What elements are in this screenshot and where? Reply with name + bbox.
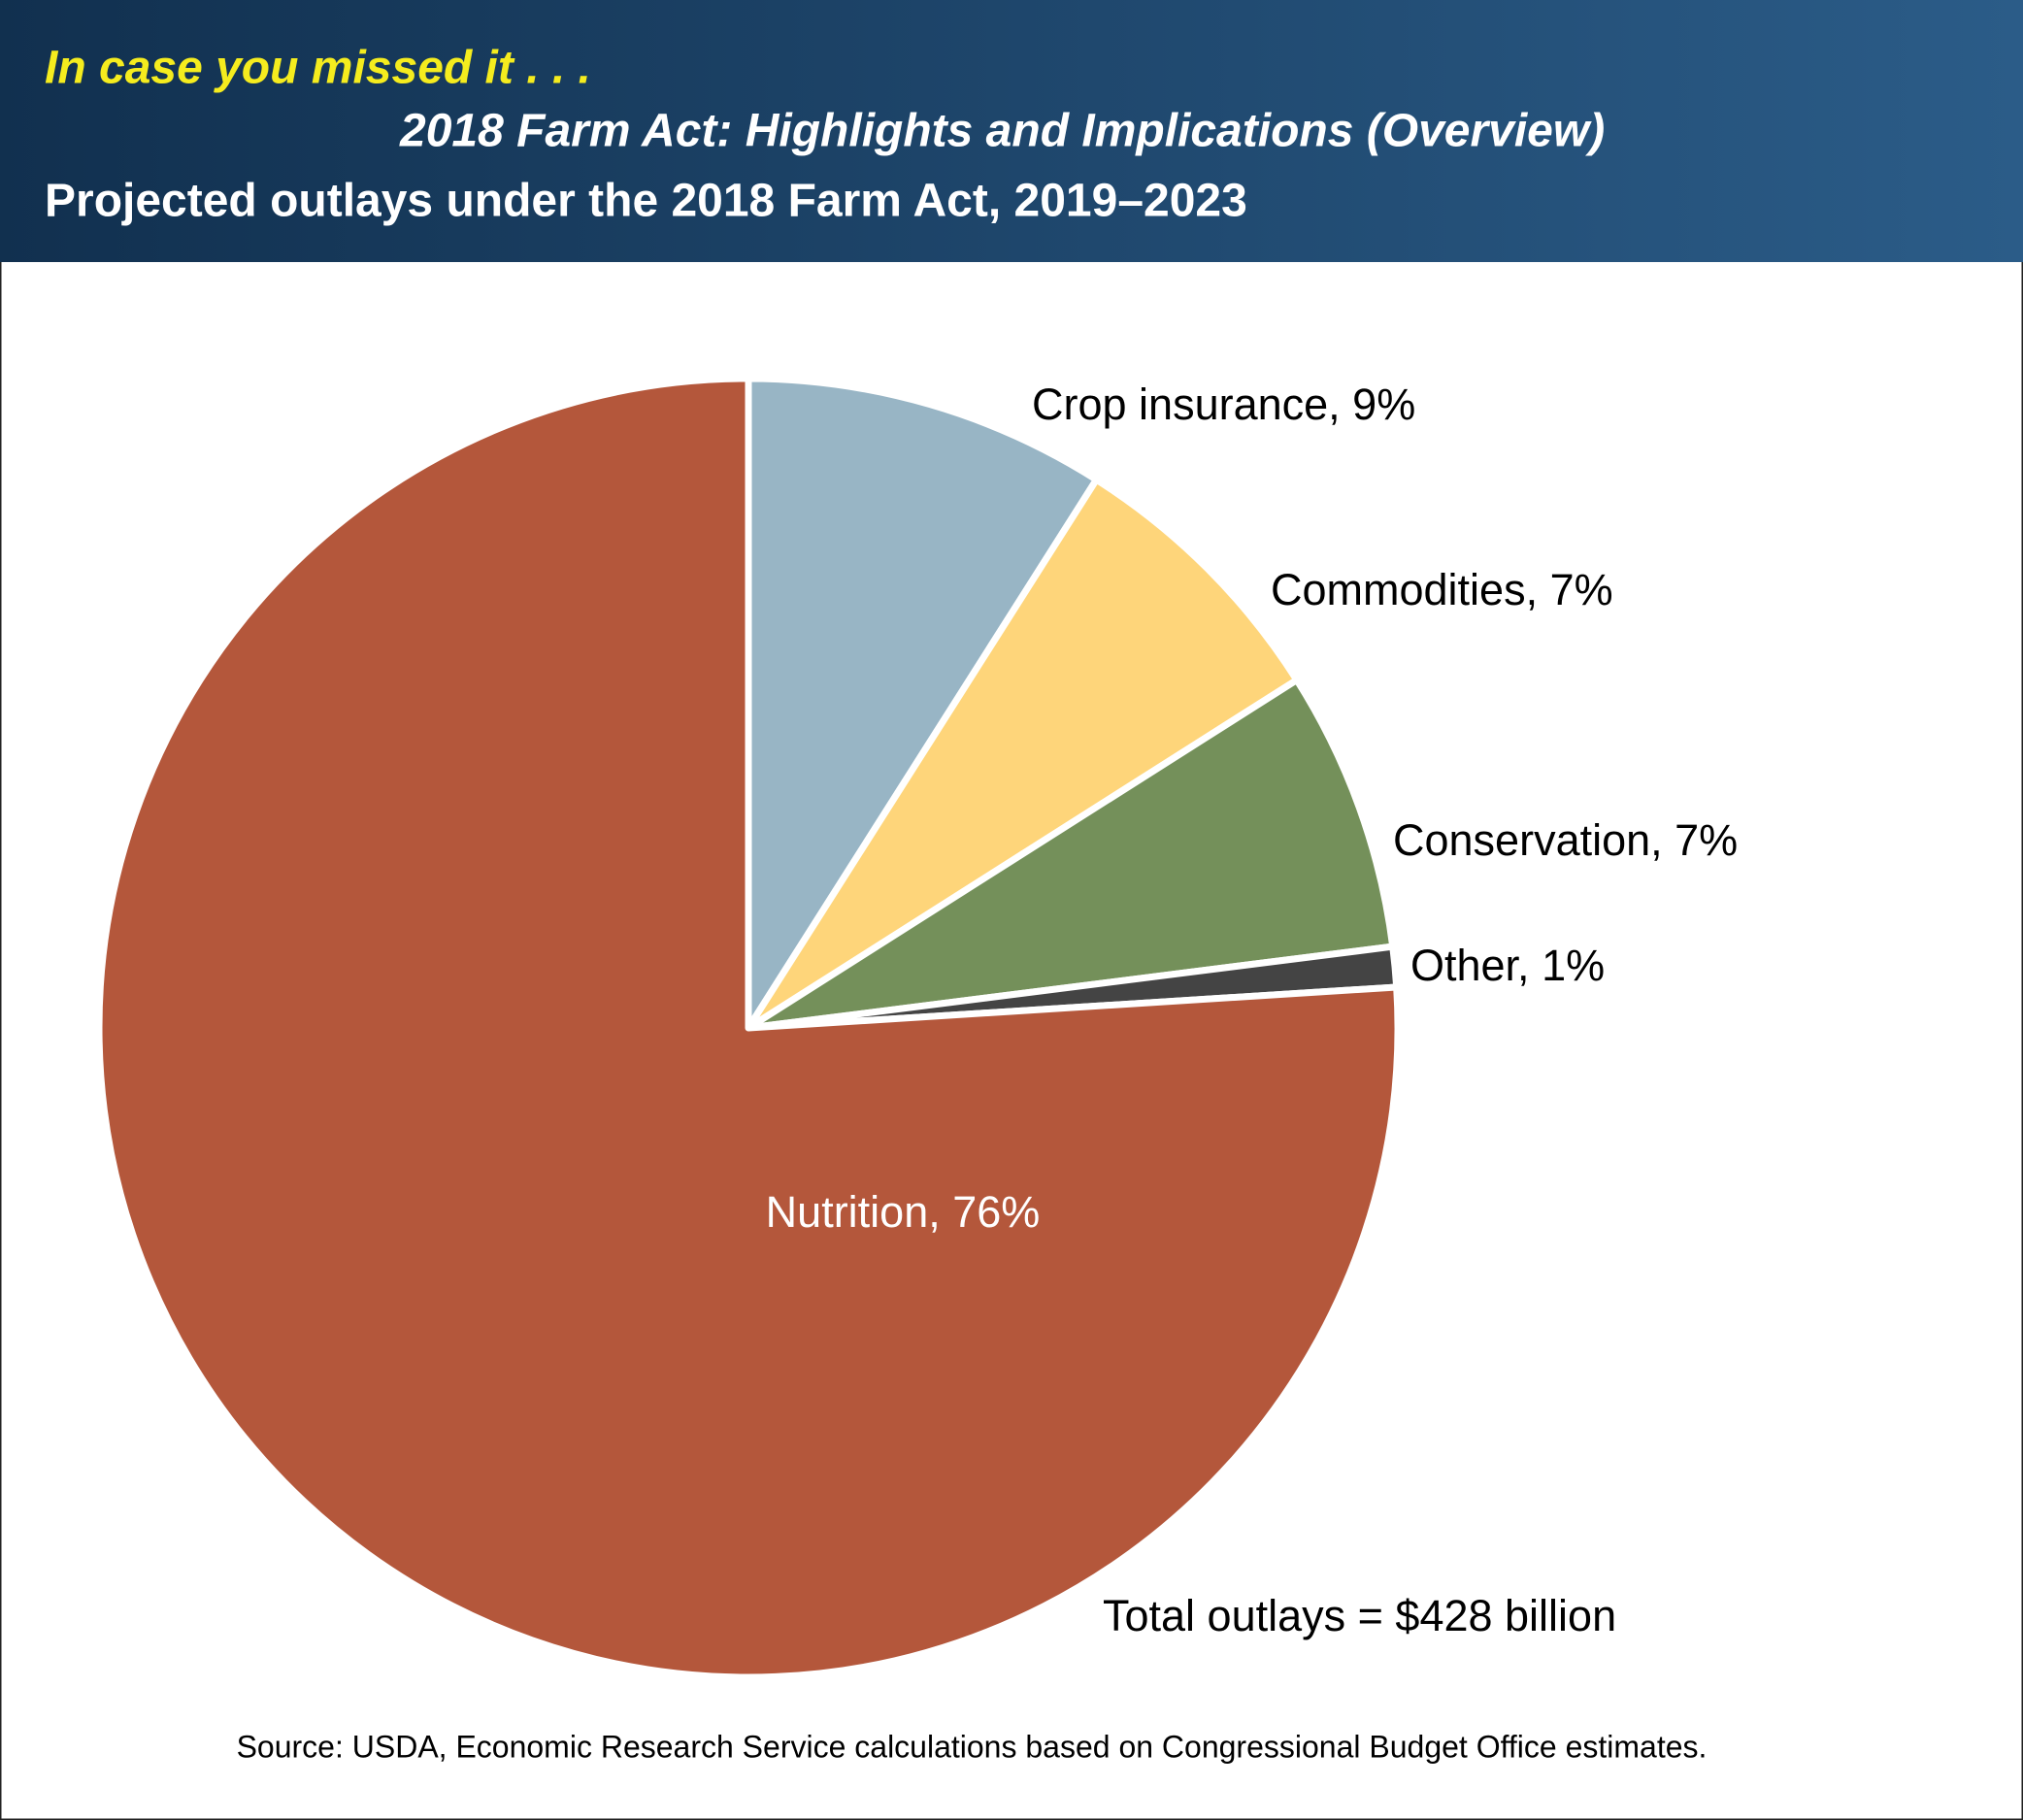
- slice-label: Commodities, 7%: [1271, 565, 1613, 614]
- slice-label: Other, 1%: [1410, 941, 1605, 990]
- slice-label: Crop insurance, 9%: [1032, 380, 1415, 429]
- pie-slice: [95, 375, 1402, 1681]
- header: [0, 0, 2023, 262]
- source: Source: USDA, Economic Research Service …: [237, 1729, 1708, 1764]
- chart-title: Projected outlays under the 2018 Farm Ac…: [45, 176, 1247, 227]
- pie: [95, 375, 1402, 1681]
- supertitle: In case you missed it . . .: [45, 43, 591, 94]
- pie-slice: [745, 677, 1397, 1032]
- subtitle: 2018 Farm Act: Highlights and Implicatio…: [399, 106, 1605, 157]
- annotation: Total outlays = $428 billion: [1103, 1591, 1616, 1640]
- slice-label: Nutrition, 76%: [766, 1187, 1041, 1237]
- slice-label: Conservation, 7%: [1393, 815, 1738, 865]
- pie-slice: [745, 476, 1301, 1032]
- pie-slice: [745, 375, 1100, 1032]
